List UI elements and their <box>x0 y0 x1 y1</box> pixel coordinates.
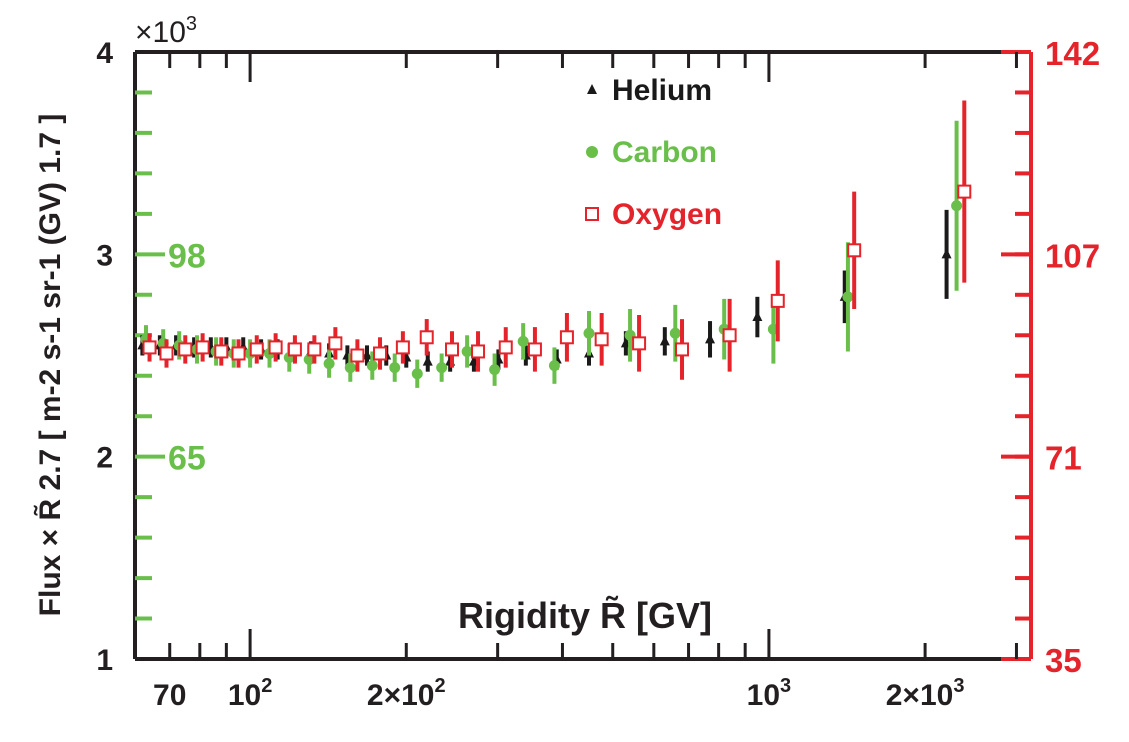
x-tick-label: 70 <box>153 679 186 712</box>
oxygen-point <box>142 340 157 355</box>
helium-point <box>705 333 716 344</box>
oxygen-point <box>214 344 229 359</box>
oxygen-axis-label: 107 <box>1045 237 1100 274</box>
oxygen-point <box>445 342 460 357</box>
helium-point <box>361 349 372 360</box>
oxygen-axis-label: 35 <box>1045 642 1082 679</box>
y-axis-title: Flux × R̃ 2.7 [ m-2 s-1 sr-1 (GV) 1.7 ] <box>33 114 67 617</box>
x-tick-label-text: 103 <box>747 675 792 712</box>
carbon-point <box>842 291 854 303</box>
oxygen-point <box>249 342 264 357</box>
carbon-point <box>583 327 595 339</box>
oxygen-point <box>395 340 410 355</box>
oxygen-point <box>268 340 283 355</box>
carbon-axis-label: 98 <box>168 237 206 275</box>
helium-point <box>941 248 952 259</box>
carbon-point <box>461 345 473 357</box>
legend-label: Oxygen <box>612 198 722 231</box>
x-tick-label-text: 2×103 <box>886 675 965 712</box>
legend-oxygen: Oxygen <box>585 198 722 231</box>
legend-label: Carbon <box>612 136 717 169</box>
helium-point <box>659 335 670 346</box>
oxygen-point <box>350 348 365 363</box>
y-multiplier-exponent: 3 <box>186 13 197 35</box>
oxygen-point <box>471 344 486 359</box>
x-tick-exponent: 3 <box>780 675 791 697</box>
oxygen-point <box>770 293 785 308</box>
x-tick-exponent: 3 <box>953 675 964 697</box>
oxygen-point <box>328 336 343 351</box>
oxygen-axis-label: 71 <box>1045 440 1082 477</box>
oxygen-point <box>195 340 210 355</box>
carbon-point <box>669 327 681 339</box>
oxygen-point <box>231 346 246 361</box>
carbon-point <box>389 362 401 374</box>
carbon-point <box>517 335 529 347</box>
oxygen-point <box>675 342 690 357</box>
oxygen-point <box>559 330 574 345</box>
legend-helium: Helium <box>587 74 712 107</box>
oxygen-point <box>498 340 513 355</box>
x-tick-label: 2×103 <box>886 675 965 712</box>
carbon-point <box>411 368 423 380</box>
carbon-point <box>548 360 560 372</box>
helium-point <box>752 311 763 322</box>
x-tick-label-text: 2×102 <box>367 675 446 712</box>
oxygen-point <box>178 342 193 357</box>
x-tick-exponent: 2 <box>435 675 446 697</box>
x-tick-label: 2×102 <box>367 675 446 712</box>
y-multiplier-label: ×103 <box>135 13 197 49</box>
legend-carbon-marker <box>586 146 598 158</box>
y-tick-label: 1 <box>96 644 113 677</box>
x-tick-label: 102 <box>228 675 272 712</box>
carbon-point <box>303 354 315 366</box>
carbon-point <box>366 360 378 372</box>
carbon-point <box>951 200 963 212</box>
oxygen-point <box>373 346 388 361</box>
carbon-point <box>489 364 501 376</box>
y-tick-label: 2 <box>96 442 113 475</box>
oxygen-point <box>419 330 434 345</box>
carbon-point <box>436 362 448 374</box>
y-tick-label: 4 <box>96 37 113 70</box>
x-tick-label-text: 102 <box>228 675 272 712</box>
helium-point <box>422 355 433 366</box>
carbon-axis-label: 65 <box>168 440 206 478</box>
legend-label: Helium <box>612 74 712 107</box>
x-axis-title: Rigidity R̃ [GV] <box>458 594 712 636</box>
oxygen-point <box>287 342 302 357</box>
oxygen-point <box>847 243 862 258</box>
oxygen-axis-label: 142 <box>1045 35 1100 72</box>
x-tick-exponent: 2 <box>261 675 272 697</box>
oxygen-point <box>632 336 647 351</box>
carbon-point <box>344 362 356 374</box>
oxygen-point <box>957 184 972 199</box>
legend-carbon: Carbon <box>586 136 717 169</box>
x-tick-label-text: 70 <box>153 679 186 712</box>
y-tick-label: 3 <box>96 239 113 272</box>
oxygen-point <box>594 332 609 347</box>
oxygen-point <box>159 346 174 361</box>
x-tick-label: 103 <box>747 675 792 712</box>
series-oxygen <box>142 100 972 380</box>
oxygen-point <box>307 342 322 357</box>
legend-oxygen-marker <box>585 207 599 221</box>
oxygen-point <box>722 328 737 343</box>
oxygen-point <box>527 342 542 357</box>
legend-helium-marker <box>587 84 597 94</box>
carbon-point <box>323 358 335 370</box>
